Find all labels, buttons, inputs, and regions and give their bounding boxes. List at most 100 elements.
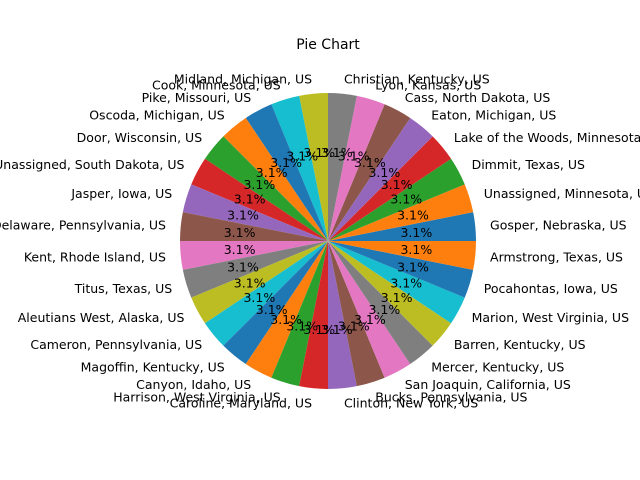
pie-slice <box>328 241 452 346</box>
slice-percent-label: 3.1% <box>381 177 413 192</box>
slice-percent-label: 3.1% <box>354 155 386 170</box>
slice-category-label: Bucks, Pennsylvania, US <box>375 389 527 404</box>
slice-category-label: Gosper, Nebraska, US <box>490 218 627 233</box>
slice-category-label: Harrison, West Virginia, US <box>113 389 281 404</box>
slice-percent-label: 3.1% <box>400 225 432 240</box>
slice-percent-label: 3.1% <box>368 302 400 317</box>
slice-percent-label: 3.1% <box>227 259 259 274</box>
pie-slice <box>182 241 328 298</box>
slice-percent-label: 3.1% <box>256 302 288 317</box>
slice-category-label: Lake of the Woods, Minnesota, US <box>454 130 640 145</box>
slice-category-label: Cook, Minnesota, US <box>152 78 281 93</box>
pie-slice <box>223 241 328 365</box>
slice-percent-label: 3.1% <box>397 208 429 223</box>
pie-slice <box>271 241 328 387</box>
slice-percent-label: 3.1% <box>321 322 353 337</box>
slice-category-label: Pike, Missouri, US <box>142 90 252 105</box>
slice-category-label: Clinton, New York, US <box>344 396 478 411</box>
pie-slice <box>328 241 476 270</box>
pie-slice <box>299 241 328 389</box>
slice-percent-label: 3.1% <box>303 145 335 160</box>
slice-percent-label: 3.1% <box>270 155 302 170</box>
pie-slice <box>328 158 465 241</box>
slice-percent-label: 3.1% <box>243 177 275 192</box>
slice-percent-label: 3.1% <box>368 165 400 180</box>
slice-category-label: Unassigned, South Dakota, US <box>0 157 184 172</box>
slice-percent-label: 3.1% <box>234 192 266 207</box>
slice-category-label: Titus, Texas, US <box>74 281 173 296</box>
slice-percent-label: 3.1% <box>270 312 302 327</box>
slice-percent-label: 3.1% <box>227 208 259 223</box>
slice-percent-label: 3.1% <box>286 149 318 164</box>
slice-category-label: Midland, Michigan, US <box>174 71 312 86</box>
pie-slice <box>328 95 385 241</box>
slice-category-label: Canyon, Idaho, US <box>136 377 251 392</box>
slice-category-label: Pocahontas, Iowa, US <box>484 281 618 296</box>
slice-category-label: Unassigned, Minnesota, US <box>484 186 640 201</box>
slice-category-label: Christian, Kentucky, US <box>344 71 490 86</box>
pie-slice <box>328 241 411 378</box>
slice-category-label: Kent, Rhode Island, US <box>24 249 166 264</box>
slice-category-label: Delaware, Pennsylvania, US <box>0 218 166 233</box>
pie-slices <box>180 93 476 389</box>
slice-category-label: Cass, North Dakota, US <box>405 90 551 105</box>
pie-slice <box>271 95 328 241</box>
slice-percent-label: 3.1% <box>303 322 335 337</box>
slice-percent-label: 3.1% <box>390 192 422 207</box>
slice-percent-label: 3.1% <box>286 318 318 333</box>
slice-percent-label: 3.1% <box>234 275 266 290</box>
pie-slice <box>328 241 465 324</box>
pie-slice <box>328 136 452 241</box>
slice-percent-label: 3.1% <box>321 145 353 160</box>
slice-percent-label: 3.1% <box>224 225 256 240</box>
pie-slice <box>223 117 328 241</box>
slice-percent-label: 3.1% <box>381 290 413 305</box>
slice-category-label: San Joaquin, California, US <box>405 377 571 392</box>
pie-slice <box>328 117 433 241</box>
slice-percent-label: 3.1% <box>243 290 275 305</box>
slice-category-label: Mercer, Kentucky, US <box>431 359 564 374</box>
slice-percent-label: 3.1% <box>400 242 432 257</box>
chart-title: Pie Chart <box>296 37 360 53</box>
slice-category-label: Dimmit, Texas, US <box>472 157 585 172</box>
pie-slice <box>328 241 385 387</box>
slice-category-label: Cameron, Pennsylvania, US <box>30 337 202 352</box>
slice-percent-label: 3.1% <box>224 242 256 257</box>
slice-category-label: Barren, Kentucky, US <box>454 337 586 352</box>
pie-slice <box>245 241 328 378</box>
pie-slice <box>299 93 328 241</box>
percent-labels: 3.1%3.1%3.1%3.1%3.1%3.1%3.1%3.1%3.1%3.1%… <box>224 145 433 337</box>
pie-slice <box>328 241 433 365</box>
slice-category-label: Caroline, Maryland, US <box>170 396 312 411</box>
pie-slice <box>328 184 474 241</box>
slice-percent-label: 3.1% <box>397 259 429 274</box>
pie-slice <box>204 136 328 241</box>
slice-percent-label: 3.1% <box>338 318 370 333</box>
pie-slice <box>191 241 328 324</box>
pie-slice <box>328 212 476 241</box>
slice-category-label: Aleutians West, Alaska, US <box>18 310 185 325</box>
slice-category-label: Lyon, Kansas, US <box>375 78 481 93</box>
pie-slice <box>191 158 328 241</box>
slice-percent-label: 3.1% <box>390 275 422 290</box>
pie-slice <box>204 241 328 346</box>
pie-slice <box>180 241 328 270</box>
slice-category-label: Jasper, Iowa, US <box>70 186 172 201</box>
slice-category-label: Oscoda, Michigan, US <box>89 108 225 123</box>
slice-category-label: Armstrong, Texas, US <box>490 249 623 264</box>
slice-category-label: Marion, West Virginia, US <box>472 310 630 325</box>
pie-slice <box>182 184 328 241</box>
pie-slice <box>245 104 328 242</box>
slice-percent-label: 3.1% <box>338 149 370 164</box>
slice-category-label: Door, Wisconsin, US <box>77 130 203 145</box>
category-labels: Gosper, Nebraska, US Unassigned, Minnesot… <box>0 71 640 410</box>
pie-slice <box>328 241 357 389</box>
slice-percent-label: 3.1% <box>256 165 288 180</box>
pie-slice <box>328 241 474 298</box>
pie-slice <box>328 93 357 241</box>
slice-percent-label: 3.1% <box>354 312 386 327</box>
slice-category-label: Magoffin, Kentucky, US <box>81 359 225 374</box>
pie-slice <box>180 212 328 241</box>
slice-category-label: Eaton, Michigan, US <box>431 108 556 123</box>
